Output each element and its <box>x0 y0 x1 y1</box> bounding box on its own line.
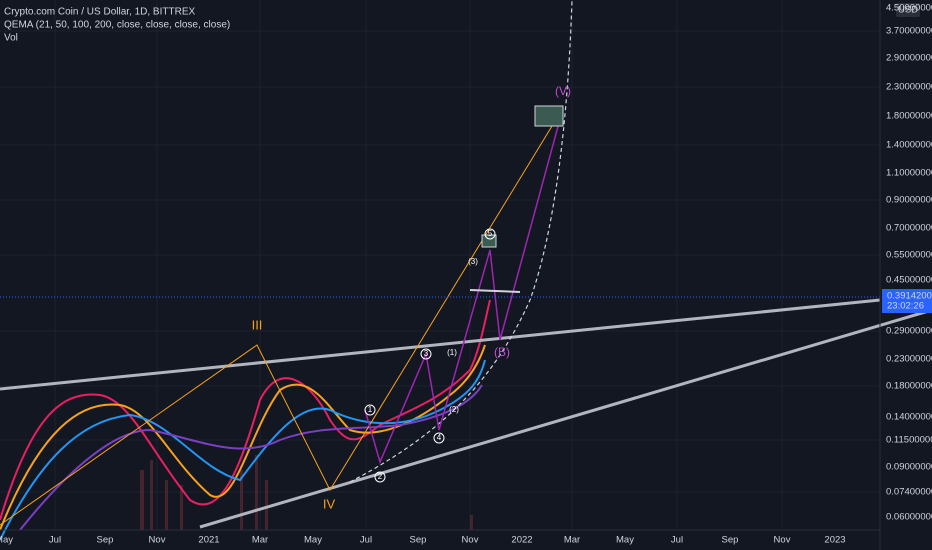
price-label: 0.14000000 <box>886 412 932 423</box>
time-label: May <box>304 535 322 546</box>
price-label: 1.10000000 <box>886 168 932 179</box>
price-label: 0.90000000 <box>886 195 932 206</box>
price-label: 0.29000000 <box>886 326 932 337</box>
time-label: Mar <box>252 535 268 546</box>
price-label: 1.40000000 <box>886 140 932 151</box>
price-label: 0.09000000 <box>886 462 932 473</box>
time-axis: May Jul Sep Nov 2021 Mar May Jul Sep Nov 2022 Mar Ma… <box>0 529 880 546</box>
wave-circle <box>374 471 386 483</box>
wave-label: (V) <box>555 84 571 98</box>
wave-circle <box>420 348 432 360</box>
wave-label: III <box>252 317 263 332</box>
wave-labels: III IV (V) (B) 1 2 3 4 5 (1) (2) (3) <box>252 84 571 511</box>
wave-circle <box>433 432 445 444</box>
wave-label: 1 <box>368 405 373 414</box>
indicator-legend: QEMA (21, 50, 100, 200, close, close, cl… <box>4 20 230 31</box>
wave-circle <box>484 228 496 240</box>
price-label: 0.11500000 <box>886 435 932 446</box>
grid <box>0 0 880 530</box>
time-label: Sep <box>97 535 114 546</box>
time-label: Sep <box>410 535 427 546</box>
wave-label: (2) <box>449 405 459 414</box>
header: Crypto.com Coin / US Dollar, 1D, BITTREX… <box>4 7 230 44</box>
price-label: 3.70000000 <box>886 26 932 37</box>
price-label: 0.55000000 <box>886 250 932 261</box>
wave-label: 2 <box>378 472 383 481</box>
wave-label: IV <box>323 496 336 511</box>
moving-averages <box>0 299 491 541</box>
volume-bars <box>140 455 473 530</box>
time-label: 2023 <box>824 535 845 546</box>
countdown: 23:02:26 <box>887 301 924 312</box>
symbol-title: Crypto.com Coin / US Dollar, 1D, BITTREX <box>4 7 195 18</box>
time-label: 2021 <box>198 535 219 546</box>
wave-label: (3) <box>468 257 478 266</box>
wave-label: 5 <box>488 229 493 238</box>
time-label: Nov <box>774 535 791 546</box>
time-label: Sep <box>722 535 739 546</box>
price-label: 0.23000000 <box>886 354 932 365</box>
wave-label: 4 <box>437 433 442 442</box>
wave-label: (B) <box>494 345 510 359</box>
time-label: 2022 <box>511 535 532 546</box>
price-label: 1.80000000 <box>886 111 932 122</box>
price-label: 0.45000000 <box>886 275 932 286</box>
currency: USD <box>898 5 918 16</box>
price-label: 0.07400000 <box>886 487 932 498</box>
price-label: 0.06000000 <box>886 512 932 523</box>
time-label: Jul <box>49 535 61 546</box>
time-label: Nov <box>149 535 166 546</box>
time-label: Nov <box>462 535 479 546</box>
wave-label: 3 <box>424 349 429 358</box>
time-label: May <box>0 535 13 546</box>
time-label: May <box>616 535 634 546</box>
price-axis: USD 0.39142000 23:02:26 4.50000000 3.7000… <box>879 0 932 550</box>
price-label: 0.18000000 <box>886 381 932 392</box>
volume-legend: Vol <box>4 33 18 44</box>
time-label: Jul <box>360 535 372 546</box>
last-price-box <box>882 289 932 313</box>
wave-circle <box>364 404 376 416</box>
price-label: 4.50000000 <box>886 3 932 14</box>
price-label: 2.90000000 <box>886 53 932 64</box>
wave-label: (1) <box>447 348 457 357</box>
time-label: Jul <box>671 535 683 546</box>
price-label: 2.30000000 <box>886 82 932 93</box>
last-price: 0.39142000 <box>887 291 932 302</box>
currency-box <box>896 3 920 17</box>
time-label: Mar <box>564 535 580 546</box>
price-label: 0.70000000 <box>886 223 932 234</box>
trendlines <box>0 0 932 529</box>
